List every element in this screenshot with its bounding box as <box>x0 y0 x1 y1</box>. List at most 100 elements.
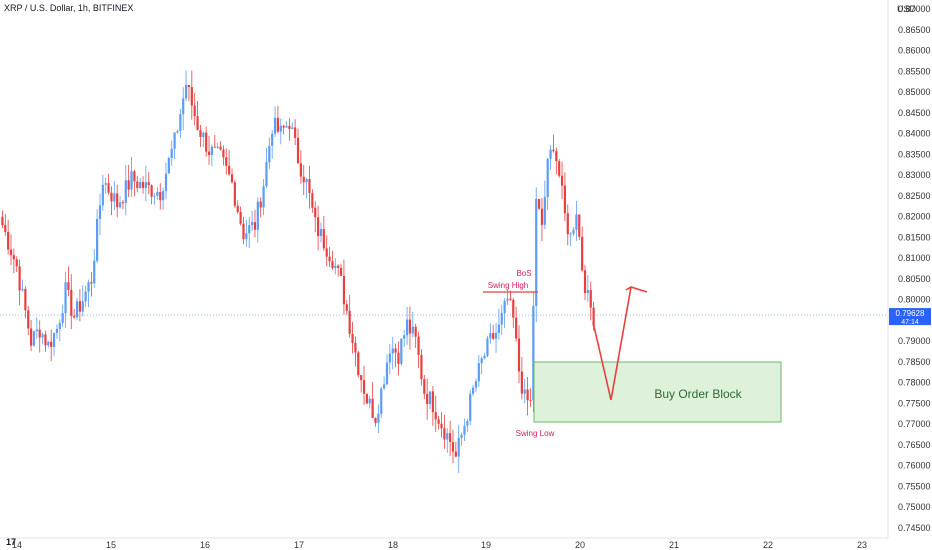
y-tick-label: 0.81000 <box>898 253 931 263</box>
candle-down <box>517 338 521 372</box>
candle-up <box>523 389 526 394</box>
candle-up <box>21 289 24 291</box>
candle-down <box>311 193 314 208</box>
candle-up <box>173 132 176 149</box>
candle-up <box>535 198 538 307</box>
x-tick-label: 16 <box>200 540 210 550</box>
candle-up <box>469 393 472 422</box>
candle-down <box>492 333 495 339</box>
candle-up <box>391 348 394 354</box>
chart-title: XRP / U.S. Dollar, 1h, BITFINEX <box>4 3 133 13</box>
candle-down <box>374 417 377 423</box>
candle-down <box>24 289 27 311</box>
candle-up <box>380 388 383 414</box>
bos-label: BoS <box>516 269 531 278</box>
candle-down <box>342 275 346 305</box>
candle-down <box>159 191 162 201</box>
y-tick-label: 0.76500 <box>898 440 931 450</box>
candle-down <box>196 116 199 131</box>
x-tick-label: 22 <box>763 540 773 550</box>
candle-up <box>383 384 386 389</box>
candle-down <box>259 201 262 208</box>
candle-down <box>294 127 297 138</box>
candle-down <box>431 391 434 413</box>
candle-down <box>417 336 420 355</box>
candle-up <box>75 301 79 318</box>
candle-up <box>273 117 277 134</box>
candle-down <box>107 183 110 193</box>
candle-up <box>164 173 168 192</box>
candle-down <box>563 185 567 214</box>
candle-down <box>581 236 584 271</box>
candle-down <box>30 328 33 346</box>
candle-down <box>67 282 70 290</box>
candle-up <box>202 132 205 137</box>
candle-down <box>414 326 417 337</box>
candle-down <box>537 198 541 209</box>
candle-down <box>299 163 302 177</box>
candle-up <box>546 158 549 198</box>
candle-down <box>193 105 196 117</box>
candle-up <box>162 191 165 201</box>
candle-up <box>139 182 142 189</box>
candle-down <box>222 149 225 158</box>
candle-down <box>317 217 320 237</box>
candle-down <box>1 216 4 226</box>
candle-down <box>529 400 532 402</box>
candle-up <box>52 332 56 347</box>
y-tick-label: 0.77500 <box>898 398 931 408</box>
x-tick-label: 20 <box>575 540 585 550</box>
candle-down <box>190 87 193 106</box>
price-badge-value: 0.79628 <box>896 309 925 318</box>
candle-up <box>265 162 268 187</box>
projection-arrow <box>592 286 632 401</box>
y-tick-label: 0.86500 <box>898 25 931 35</box>
candle-up <box>245 233 248 240</box>
candle-up <box>285 125 288 128</box>
candle-up <box>446 433 449 440</box>
candle-down <box>357 352 360 376</box>
candle-up <box>428 391 432 404</box>
candle-down <box>205 132 208 152</box>
candle-down <box>288 125 291 129</box>
candle-up <box>118 202 122 208</box>
candle-up <box>489 333 492 339</box>
candle-down <box>515 317 518 339</box>
y-tick-label: 0.85000 <box>898 87 931 97</box>
candle-down <box>540 208 544 225</box>
candle-down <box>337 265 340 268</box>
candle-up <box>184 85 188 99</box>
svg-text:17: 17 <box>6 537 16 547</box>
candle-down <box>147 182 150 186</box>
plot-area[interactable] <box>0 0 888 538</box>
candle-down <box>236 205 239 212</box>
candle-up <box>210 146 214 155</box>
candle-down <box>15 259 18 267</box>
candle-up <box>503 300 506 314</box>
candle-down <box>592 307 595 326</box>
candle-up <box>156 191 159 196</box>
candle-up <box>250 222 254 226</box>
candle-up <box>96 218 99 261</box>
y-tick-label: 0.85500 <box>898 66 931 76</box>
candle-up <box>334 265 337 269</box>
candle-down <box>578 214 581 237</box>
candle-up <box>474 381 478 388</box>
candle-down <box>116 193 119 208</box>
candle-down <box>454 451 457 457</box>
x-tick-label: 23 <box>857 540 867 550</box>
candle-up <box>388 353 391 363</box>
y-tick-label: 0.84500 <box>898 108 931 118</box>
candle-up <box>569 233 572 235</box>
candle-up <box>400 338 403 364</box>
y-tick-label: 0.81500 <box>898 232 931 242</box>
candle-up <box>460 434 463 438</box>
candle-down <box>397 352 400 364</box>
y-tick-label: 0.80000 <box>898 295 931 305</box>
candle-down <box>225 157 228 166</box>
candle-up <box>87 282 90 292</box>
candle-down <box>354 342 357 353</box>
candle-down <box>213 146 216 148</box>
candle-down <box>253 222 257 230</box>
